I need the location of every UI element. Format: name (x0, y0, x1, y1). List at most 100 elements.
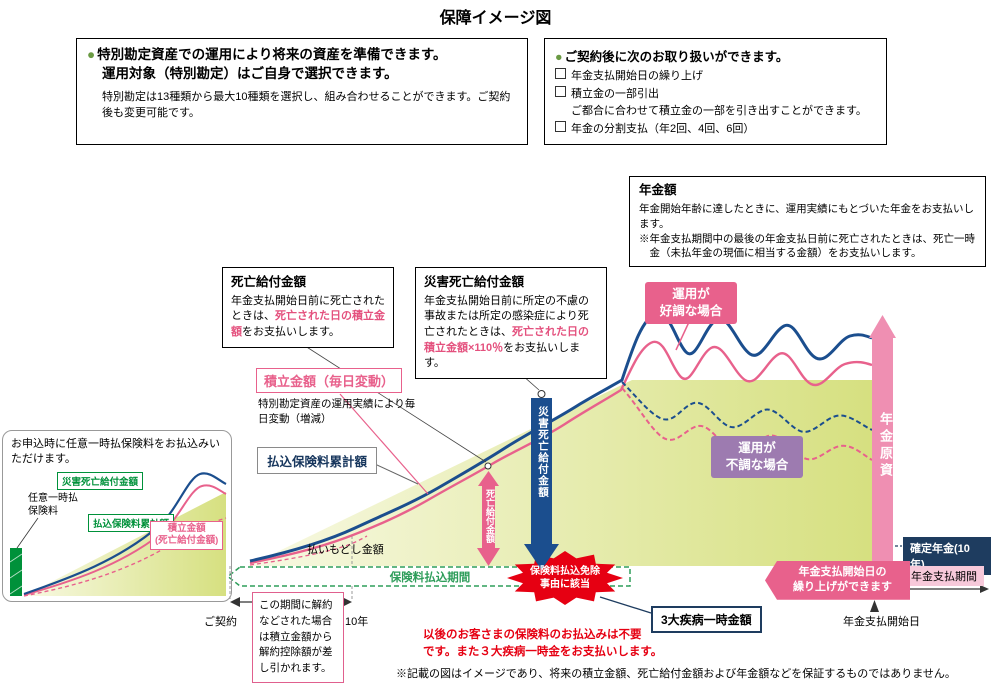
exemption-starburst (507, 551, 623, 605)
option-item-label: 年金支払開始日の繰り上げ (571, 70, 703, 82)
death-arrow-shaft (482, 484, 495, 550)
info-left-body: 特別勘定は13種類から最大10種類を選択し、組み合わせることができます。ご契約後… (102, 90, 511, 119)
exemption-label-line1: 保険料払込免除 (530, 566, 600, 577)
after-contract-info-box: ● ご契約後に次のお取り扱いができます。 年金支払開始日の繰り上げ 積立金の一部引… (544, 38, 887, 145)
early-start-badge: 年金支払開始日の 繰り上げができます (765, 561, 910, 600)
disease-pointer-line (599, 596, 652, 614)
annuity-start-label: 年金支払開始日 (843, 616, 920, 628)
exemption-label-line2: 事由に該当 (540, 578, 590, 590)
accumulation-line-good (249, 340, 873, 565)
bad-badge-line1: 運用が (738, 441, 776, 455)
pay-period-label: 保険料払込期間 (389, 572, 471, 584)
option-item: 年金の分割支払（年2回、4回、6回） (555, 121, 876, 137)
death-box-body: 年金支払開始日前に死亡されたときは、死亡された日の積立金額をお支払いします。 (231, 294, 385, 341)
good-pointer-line (675, 321, 690, 351)
no-premium-line2: です。また３大疾病一時金をお支払いします。 (423, 646, 663, 659)
bad-performance-badge: 運用が 不調な場合 (711, 436, 803, 478)
death-box-emphasis: 死亡された日の積立金額 (231, 310, 385, 338)
surrender-note-box: この期間に解約などされた場合は積立金額から解約控除額が差し引かれます。 (252, 592, 344, 683)
premium-total-label: 払込保険料累計額 (257, 447, 378, 474)
pension-box-title: 年金額 (639, 183, 677, 197)
annuity-period-label: 年金支払期間 (904, 566, 984, 586)
bullet-icon: ● (87, 47, 96, 62)
checkbox-icon (555, 86, 566, 98)
early-start-line1: 年金支払開始日の (798, 566, 887, 578)
option-item-note: ご都合に合わせて積立金の一部を引き出すことができます。 (571, 104, 867, 117)
mini-accum-line2: (死亡給付金額) (155, 535, 219, 547)
arrowhead-right (980, 585, 989, 593)
info-left-heading: ● 特別勘定資産での運用により将来の資産を準備できます。 (87, 46, 517, 65)
accumulation-sublabel: 特別勘定資産の運用実績により毎日変動（増減） (258, 398, 416, 425)
mini-lump-pointer (16, 517, 39, 549)
lump-sum-inset-box: お申込時に任意一時払保険料をお払込みいただけます。 (2, 430, 232, 602)
option-item-label: 積立金の一部引出 (571, 88, 659, 101)
annuity-fund-bar (872, 337, 893, 572)
good-performance-badge: 運用が 好調な場合 (645, 282, 737, 324)
accident-box-emphasis: 死亡された日の積立金額×110％ (424, 325, 589, 354)
accident-arrow-shaft (531, 398, 552, 546)
accident-box-text: をお支払いします。 (424, 341, 581, 370)
accum-pointer-line (339, 393, 429, 495)
special-account-info-box: ● 特別勘定資産での運用により将来の資産を準備できます。 運用対象（特別勘定）はご… (76, 38, 528, 145)
page-title: 保障イメージ図 (439, 10, 552, 27)
accident-arrow-label: 災害死亡給付金額 (537, 406, 549, 498)
good-badge-line2: 好調な場合 (659, 303, 723, 318)
disclaimer-footnote: ※記載の図はイメージであり、将来の積立金額、死亡給付金額および年金額などを保証す… (396, 668, 956, 680)
info-right-heading-text: ご契約後に次のお取り扱いができます。 (564, 50, 789, 64)
mini-accident-label: 災害死亡給付金額 (57, 472, 144, 490)
mini-refund-line (23, 517, 227, 597)
no-premium-line1: 以後のお客さまの保険料のお払込みは不要 (423, 629, 642, 641)
accident-benefit-box: 災害死亡給付金額 年金支払開始日前に所定の不慮の事故または所定の感染症により死亡… (415, 267, 607, 379)
ten-years-label: 10年 (345, 616, 369, 628)
lump-sum-line1: 任意一時払 (28, 493, 78, 504)
info-right-heading: ● ご契約後に次のお取り扱いができます。 (555, 46, 876, 65)
death-benefit-box: 死亡給付金額 年金支払開始日前に死亡されたときは、死亡された日の積立金額をお支払… (222, 267, 394, 348)
accumulation-label: 積立金額（毎日変動） (256, 368, 403, 393)
premium-area-fill (248, 380, 872, 566)
checkbox-icon (555, 68, 566, 79)
pension-box-body: 年金開始年齢に達したときに、運用実績にもとづいた年金をお支払いします。 (639, 202, 975, 230)
info-left-heading-line2: 運用対象（特別勘定）はご自身で選択できます。 (102, 65, 398, 81)
annuity-start-arrow (870, 600, 879, 612)
mini-accident-line (23, 472, 227, 596)
accident-arrow-marker (537, 390, 546, 398)
accident-benefit-line-bad (621, 381, 873, 433)
annuity-fund-bar-tip (869, 315, 896, 338)
arrowhead-left (230, 597, 240, 607)
arrowhead-right (342, 597, 352, 607)
annuity-fund-label: 年金原資 (878, 412, 893, 480)
death-pointer-line (301, 343, 487, 463)
option-item: 積立金の一部引出 (555, 86, 876, 102)
option-item: 年金支払開始日の繰り上げ (555, 68, 876, 84)
death-arrow-marker (484, 462, 492, 470)
accident-arrow-head (524, 544, 559, 570)
death-arrow-head (477, 548, 500, 566)
early-start-line2: 繰り上げができます (793, 581, 892, 594)
refund-value-line (249, 535, 368, 566)
accident-box-text: 年金支払開始日前に所定の不慮の事故または所定の感染症により死亡されたときは、 (424, 294, 589, 338)
disease-lump-sum-label: 3大疾病一時金額 (651, 606, 762, 633)
bullet-icon: ● (555, 50, 563, 64)
exemption-label: 保険料払込免除 事由に該当 (515, 566, 615, 591)
good-badge-line1: 運用が (672, 287, 710, 301)
mini-accum-line1: 積立金額 (167, 523, 206, 534)
lump-sum-line2: 保険料 (28, 506, 58, 517)
info-left-heading-line1: 特別勘定資産での運用により将来の資産を準備できます。 (97, 47, 447, 62)
checkbox-icon (555, 121, 566, 133)
refund-label: 払いもどし金額 (307, 544, 384, 556)
accident-box-title: 災害死亡給付金額 (424, 275, 525, 289)
death-box-title: 死亡給付金額 (231, 275, 307, 289)
mini-bar-hatch (9, 553, 23, 595)
pension-box-note: ※年金支払期間中の最後の年金支払日前に死亡されたときは、死亡一時金（未払年金の現… (639, 232, 975, 260)
death-box-text: をお支払いします。 (242, 325, 340, 338)
accident-box-body: 年金支払開始日前に所定の不慮の事故または所定の感染症により死亡されたときは、死亡… (424, 294, 598, 372)
lump-sum-label: 任意一時払 保険料 (28, 492, 78, 518)
inset-note: お申込時に任意一時払保険料をお払込みいただけます。 (11, 438, 220, 466)
option-item-label: 年金の分割支払（年2回、4回、6回） (571, 123, 755, 136)
death-arrow-top (478, 471, 499, 486)
bad-badge-line2: 不調な場合 (725, 457, 789, 472)
no-premium-note: 以後のお客さまの保険料のお払込みは不要 です。また３大疾病一時金をお支払いします… (423, 627, 662, 662)
mini-accumulation-label: 積立金額 (死亡給付金額) (150, 521, 224, 550)
